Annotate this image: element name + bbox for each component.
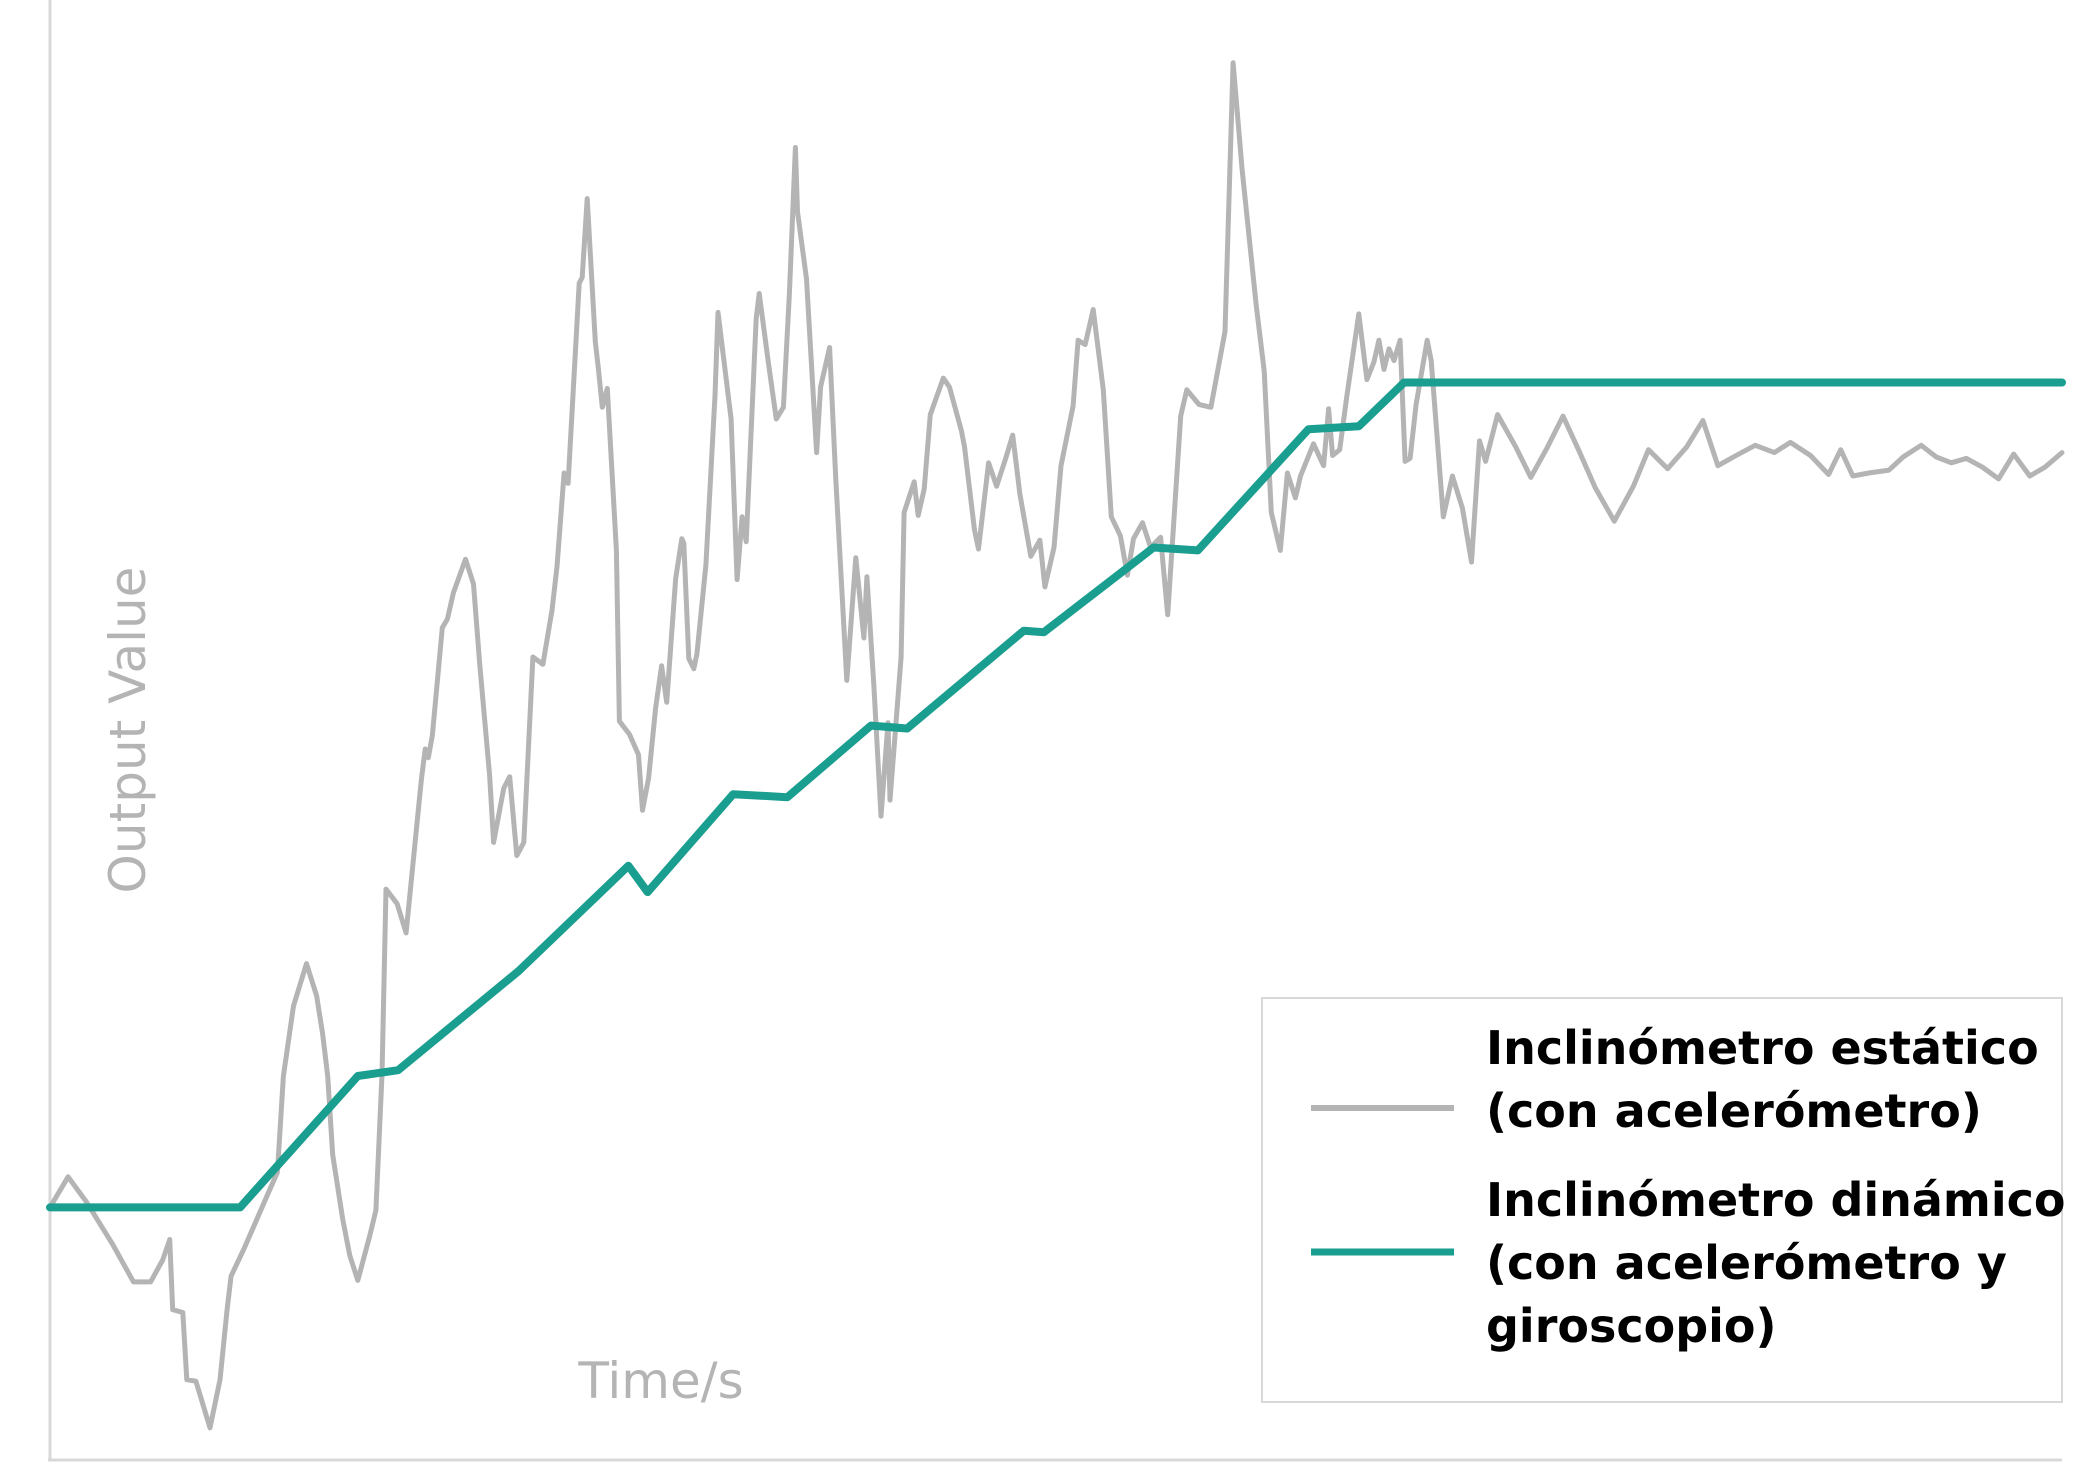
- legend-box: [1261, 997, 2063, 1403]
- legend-label-line: Inclinómetro estático: [1486, 1021, 2039, 1075]
- legend-label-line: (con acelerómetro y: [1486, 1236, 2007, 1290]
- y-axis-label: Output Value: [99, 567, 157, 894]
- legend-label-line: (con acelerómetro): [1486, 1084, 1982, 1138]
- legend-label-line: giroscopio): [1486, 1299, 1777, 1353]
- legend: Inclinómetro estático (con acelerómetro) I…: [1261, 997, 2066, 1403]
- series-line-static: [47, 60, 2065, 1431]
- series-line-dynamic: [46, 378, 2066, 1212]
- legend-items: Inclinómetro estático (con acelerómetro) I…: [1311, 1021, 2066, 1353]
- legend-label-line: Inclinómetro dinámico: [1486, 1173, 2066, 1227]
- x-axis-label: Time/s: [577, 1352, 743, 1410]
- series-layer: [46, 60, 2066, 1431]
- chart-axes: [48, 0, 2062, 1462]
